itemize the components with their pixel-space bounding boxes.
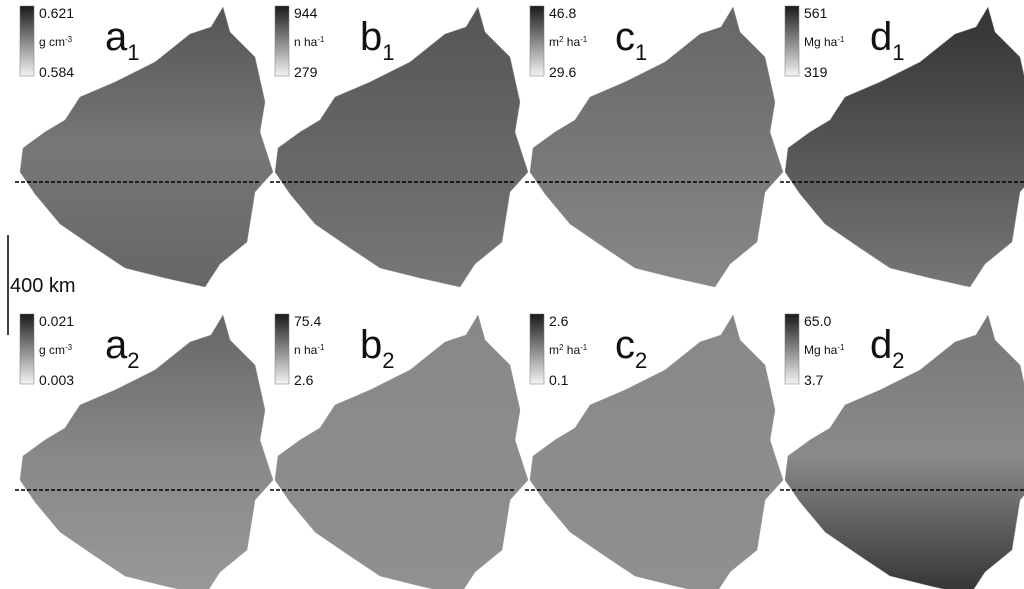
colorbar-unit: m2 ha-1 — [549, 343, 588, 358]
colorbar-min: 0.003 — [39, 372, 74, 388]
colorbar-min: 319 — [804, 64, 828, 80]
colorbar — [19, 5, 35, 77]
unit-part: n ha — [294, 343, 318, 357]
panel-subscript: 2 — [382, 348, 394, 373]
colorbar-min: 0.1 — [549, 372, 569, 388]
panel-label: c2 — [615, 323, 647, 373]
panel-subscript: 1 — [635, 40, 647, 65]
panel: 75.4 n ha-1 2.6 b2 — [270, 313, 529, 589]
panel-letter: c — [615, 15, 635, 59]
unit-part: 2 — [559, 343, 564, 352]
map — [274, 314, 529, 589]
panel-subscript: 2 — [127, 348, 139, 373]
unit-part: m — [549, 35, 559, 49]
unit-part: ha — [563, 35, 580, 49]
unit-part: -3 — [65, 35, 73, 44]
panel-letter: b — [360, 323, 382, 367]
colorbar-unit: n ha-1 — [294, 343, 325, 358]
scale-bar-label: 400 km — [10, 275, 76, 297]
panel-letter: a — [105, 15, 128, 59]
panel-subscript: 2 — [635, 348, 647, 373]
colorbar-unit: g cm-3 — [39, 343, 73, 358]
colorbar — [274, 313, 290, 385]
panel-subscript: 1 — [127, 40, 139, 65]
panel: 65.0 Mg ha-1 3.7 d2 — [780, 313, 1024, 589]
panel-label: b2 — [360, 323, 395, 373]
panel-letter: a — [105, 323, 128, 367]
colorbar-min: 29.6 — [549, 64, 576, 80]
panel-subscript: 1 — [382, 40, 394, 65]
map — [274, 6, 529, 288]
panel: 2.6m2 ha-10.1c2 — [525, 313, 784, 589]
panel-letter: d — [870, 323, 892, 367]
colorbar — [784, 5, 800, 77]
colorbar-max: 2.6 — [549, 313, 569, 329]
map — [19, 6, 274, 288]
colorbar-max: 944 — [294, 5, 318, 21]
colorbar-min: 0.584 — [39, 64, 74, 80]
colorbar-unit: Mg ha-1 — [804, 343, 845, 358]
unit-part: -3 — [65, 343, 73, 352]
panel-label: a2 — [105, 323, 140, 373]
unit-part: -1 — [837, 35, 845, 44]
panel-label: c1 — [615, 15, 647, 65]
colorbar-max: 561 — [804, 5, 828, 21]
panel-letter: d — [870, 15, 892, 59]
unit-part: g cm — [39, 343, 65, 357]
panel: 0.021 g cm-3 0.003 a2 — [15, 313, 274, 589]
panel-label: a1 — [105, 15, 140, 65]
colorbar-unit: Mg ha-1 — [804, 35, 845, 50]
unit-part: -1 — [580, 343, 588, 352]
colorbar — [19, 313, 35, 385]
panel-letter: b — [360, 15, 382, 59]
colorbar-min: 279 — [294, 64, 318, 80]
colorbar-max: 75.4 — [294, 313, 321, 329]
unit-part: m — [549, 343, 559, 357]
colorbar-unit: n ha-1 — [294, 35, 325, 50]
unit-part: ha — [563, 343, 580, 357]
unit-part: g cm — [39, 35, 65, 49]
colorbar-max: 65.0 — [804, 313, 831, 329]
unit-part: Mg ha — [804, 35, 838, 49]
unit-part: Mg ha — [804, 343, 838, 357]
panel: 944 n ha-1 279 b1 — [270, 5, 529, 288]
colorbar-max: 46.8 — [549, 5, 576, 21]
colorbar-max: 0.021 — [39, 313, 74, 329]
map — [19, 314, 274, 589]
panel-subscript: 2 — [892, 348, 904, 373]
panel: 46.8 m2 ha-1 29.6 c1 — [525, 5, 784, 288]
colorbar-min: 3.7 — [804, 372, 824, 388]
colorbar-min: 2.6 — [294, 372, 314, 388]
panel-subscript: 1 — [892, 40, 904, 65]
unit-part: 2 — [559, 35, 564, 44]
unit-part: -1 — [317, 35, 325, 44]
panel-label: d1 — [870, 15, 905, 65]
unit-part: n ha — [294, 35, 318, 49]
unit-part: -1 — [580, 35, 588, 44]
map — [784, 6, 1024, 288]
colorbar — [529, 313, 545, 385]
map — [529, 6, 784, 288]
colorbar — [784, 313, 800, 385]
map — [529, 314, 784, 589]
panel-label: b1 — [360, 15, 395, 65]
panel: 561 Mg ha-1 319 d1 — [780, 5, 1024, 288]
unit-part: -1 — [837, 343, 845, 352]
panel: 0.621 g cm-3 0.584 a1 — [15, 5, 274, 288]
colorbar-max: 0.621 — [39, 5, 74, 21]
map — [784, 314, 1024, 589]
colorbar — [274, 5, 290, 77]
colorbar-unit: m2 ha-1 — [549, 35, 588, 50]
panel-letter: c — [615, 323, 635, 367]
panel-label: d2 — [870, 323, 905, 373]
colorbar — [529, 5, 545, 77]
colorbar-unit: g cm-3 — [39, 35, 73, 50]
unit-part: -1 — [317, 343, 325, 352]
